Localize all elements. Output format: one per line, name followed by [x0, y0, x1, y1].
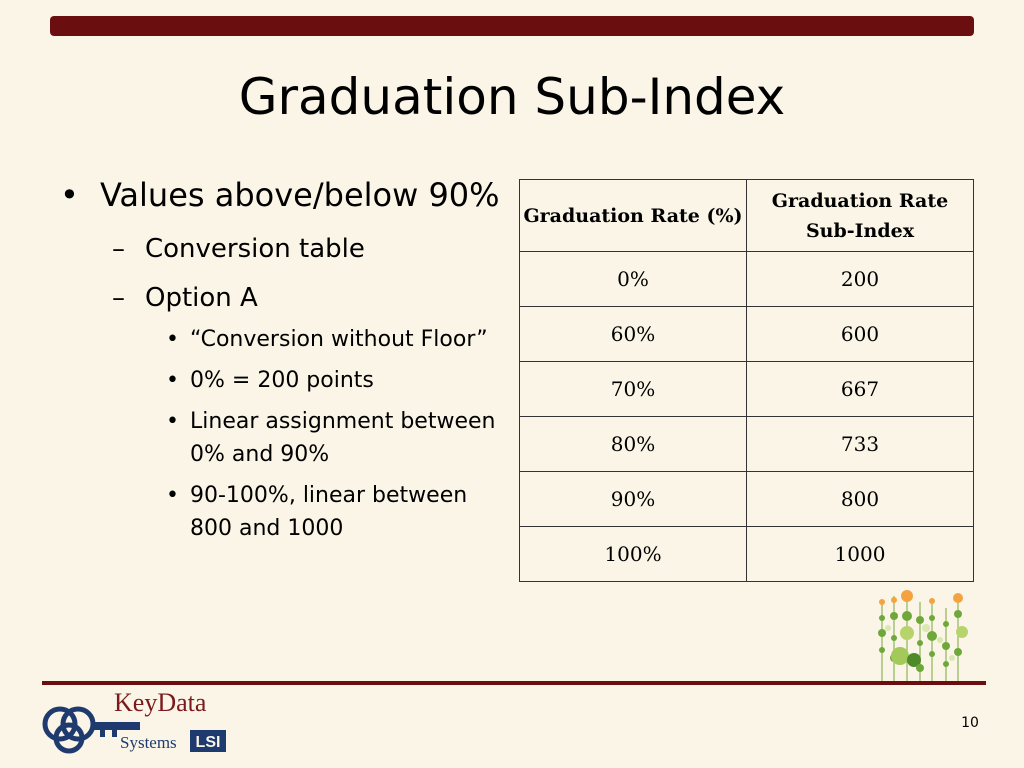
bullet-text: 0% = 200 points [190, 368, 374, 393]
bullet-text: 90-100%, linear between 800 and 1000 [190, 483, 468, 541]
bullet-level3-item: • “Conversion without Floor” [60, 323, 500, 356]
bullet-marker: • [166, 327, 179, 352]
table-row: 60% 600 [519, 306, 974, 362]
bullet-level2-item: – Conversion table [60, 232, 500, 266]
sub-index-cell: 733 [746, 416, 974, 472]
bullet-marker: • [60, 176, 79, 214]
rate-cell: 100% [519, 526, 747, 582]
dash-marker: – [112, 234, 125, 264]
page-number: 10 [961, 715, 979, 731]
bullet-marker: • [166, 483, 179, 508]
top-accent-bar [50, 16, 974, 36]
header-sub-index: Graduation Rate Sub-Index [746, 179, 974, 252]
table-row: 100% 1000 [519, 526, 974, 582]
decorative-plant-icon [878, 590, 968, 683]
bullet-text: “Conversion without Floor” [190, 327, 488, 352]
logo-wordmark: KeyData [114, 688, 207, 717]
rate-cell: 70% [519, 361, 747, 417]
sub-index-cell: 800 [746, 471, 974, 527]
bullet-text: Option A [145, 283, 258, 313]
sub-index-cell: 200 [746, 251, 974, 307]
header-graduation-rate: Graduation Rate (%) [519, 179, 747, 252]
bullet-level1-item: • Values above/below 90% [60, 172, 500, 218]
bullet-marker: • [166, 409, 179, 434]
rate-cell: 90% [519, 471, 747, 527]
rate-cell: 0% [519, 251, 747, 307]
table-row: 90% 800 [519, 471, 974, 527]
slide-title: Graduation Sub-Index [238, 68, 786, 126]
table-header-row: Graduation Rate (%) Graduation Rate Sub-… [519, 179, 974, 252]
table-row: 70% 667 [519, 361, 974, 417]
rate-cell: 60% [519, 306, 747, 362]
table-row: 80% 733 [519, 416, 974, 472]
keydata-systems-logo-icon: KeyData Systems LSI [42, 688, 226, 754]
dash-marker: – [112, 283, 125, 313]
table-row: 0% 200 [519, 251, 974, 307]
logo-lsi-mark: LSI [196, 734, 221, 751]
sub-index-cell: 600 [746, 306, 974, 362]
bullet-level3-item: • Linear assignment between 0% and 90% [60, 405, 500, 471]
sub-index-cell: 667 [746, 361, 974, 417]
bottom-accent-rule [42, 681, 986, 685]
bullet-text: Values above/below 90% [100, 176, 500, 214]
bullet-marker: • [166, 368, 179, 393]
rate-cell: 80% [519, 416, 747, 472]
sub-index-cell: 1000 [746, 526, 974, 582]
bullet-level2-item: – Option A [60, 281, 500, 315]
bullet-level3-item: • 0% = 200 points [60, 364, 500, 397]
bullet-text: Linear assignment between 0% and 90% [190, 409, 496, 467]
conversion-table: Graduation Rate (%) Graduation Rate Sub-… [519, 179, 974, 582]
logo-systems-text: Systems [120, 733, 177, 752]
bullet-list: • Values above/below 90% – Conversion ta… [60, 172, 500, 545]
bullet-text: Conversion table [145, 234, 365, 264]
bullet-level3-item: • 90-100%, linear between 800 and 1000 [60, 479, 500, 545]
